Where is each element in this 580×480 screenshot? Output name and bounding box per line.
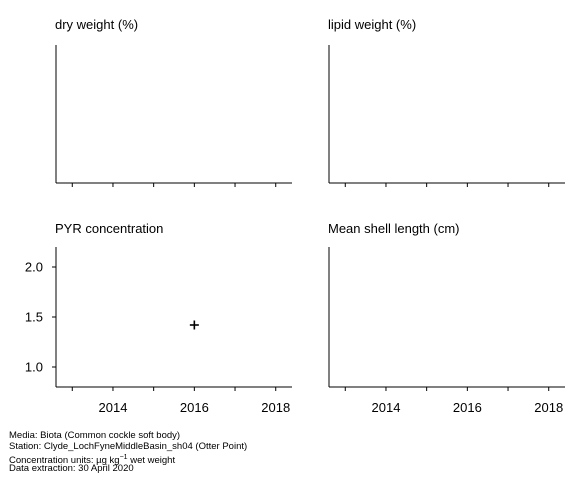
footer-media: Media: Biota (Common cockle soft body) — [9, 430, 181, 441]
mean-shell-length-title: Mean shell length (cm) — [328, 221, 460, 236]
footer-station: Station: Clyde_LochFyneMiddleBasin_sh04 … — [9, 441, 248, 452]
mean-shell-length-x-tick-label: 2018 — [534, 400, 563, 415]
pyr-concentration-y-tick-label: 2.0 — [25, 260, 43, 275]
mean-shell-length-x-tick-label: 2014 — [372, 400, 401, 415]
pyr-concentration-y-tick-label: 1.0 — [25, 360, 43, 375]
footer-extraction: Data extraction: 30 April 2020 — [9, 463, 134, 474]
footer-units: Concentration units: µg kg−1 wet weight — [9, 454, 176, 467]
pyr-concentration-y-tick-label: 1.5 — [25, 310, 43, 325]
mean-shell-length-x-tick-label: 2016 — [453, 400, 482, 415]
dry-weight-title: dry weight (%) — [55, 17, 138, 32]
lipid-weight-title: lipid weight (%) — [328, 17, 416, 32]
pyr-concentration-title: PYR concentration — [55, 221, 163, 236]
pyr-concentration-x-tick-label: 2018 — [261, 400, 290, 415]
pyr-concentration-x-tick-label: 2014 — [99, 400, 128, 415]
pyr-concentration-x-tick-label: 2016 — [180, 400, 209, 415]
